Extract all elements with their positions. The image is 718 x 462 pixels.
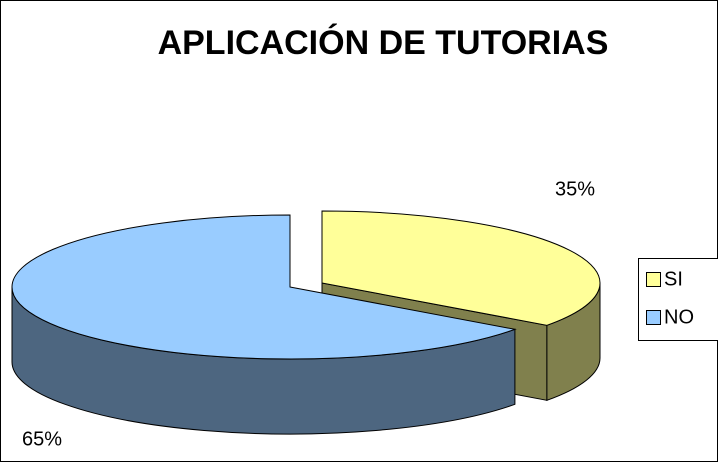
slice-top — [11, 214, 517, 360]
legend-swatch — [646, 272, 661, 287]
legend-swatch — [646, 310, 661, 325]
data-label: 65% — [22, 428, 62, 450]
chart-title: APLICACIÓN DE TUTORIAS — [158, 24, 609, 62]
pie-slice — [11, 214, 517, 435]
data-label: 35% — [555, 178, 595, 200]
legend-label: NO — [664, 306, 694, 328]
legend-label: SI — [664, 268, 683, 290]
slice-top — [321, 210, 601, 326]
